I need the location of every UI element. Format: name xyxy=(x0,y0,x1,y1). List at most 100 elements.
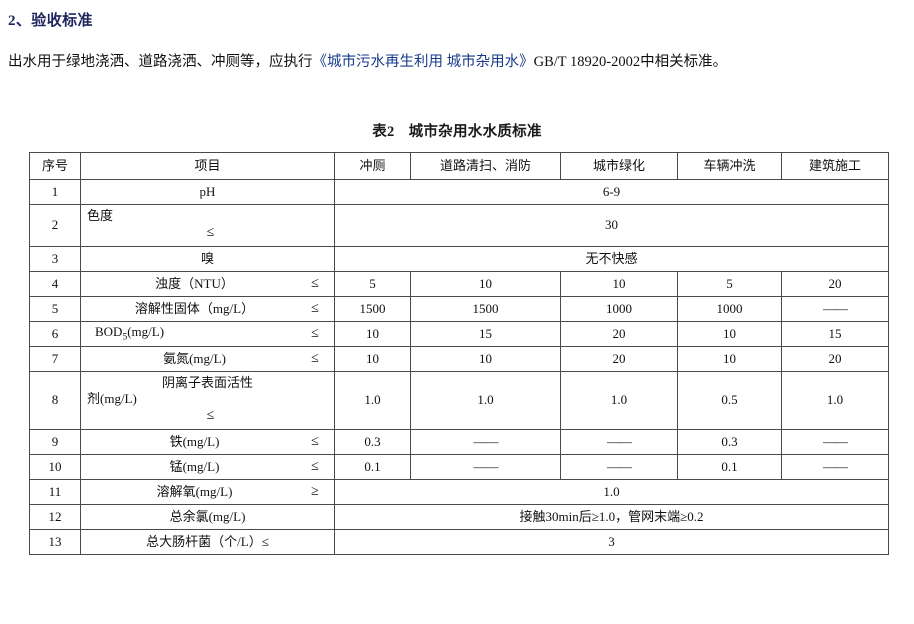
intro-text-after: GB/T 18920-2002中相关标准。 xyxy=(533,54,728,70)
cell-item: 铁(mg/L) ≤ xyxy=(80,428,335,455)
table-caption-number: 表2 xyxy=(372,124,395,140)
cell-value-merged: 3 xyxy=(334,528,889,555)
relational-operator: ≤ xyxy=(311,301,319,316)
cell-value: 0.5 xyxy=(677,370,782,430)
table-caption-text: 城市杂用水水质标准 xyxy=(408,124,542,140)
table-row: 2 色度 ≤30 xyxy=(29,204,889,247)
cell-item: 阴离子表面活性剂(mg/L) ≤ xyxy=(80,370,335,430)
cell-value: 5 xyxy=(677,270,782,297)
cell-value-merged: 30 xyxy=(334,204,889,247)
cell-index: 7 xyxy=(29,345,81,372)
table-header-row: 序号 项目 冲厕 道路清扫、消防 城市绿化 车辆冲洗 建筑施工 xyxy=(29,152,889,180)
cell-item: 浊度（NTU） ≤ xyxy=(80,270,335,297)
table-row: 13 总大肠杆菌（个/L）≤ 3 xyxy=(29,528,889,555)
cell-value: 10 xyxy=(560,270,678,297)
cell-value: 1500 xyxy=(334,295,411,322)
section-heading: 2、验收标准 xyxy=(8,13,93,29)
cell-value: 0.3 xyxy=(334,428,411,455)
table-caption: 表2 城市杂用水水质标准 xyxy=(0,120,914,141)
intro-text-before: 出水用于绿地浇洒、道路浇洒、冲厕等，应执行 xyxy=(8,54,313,70)
cell-value: 1.0 xyxy=(334,370,411,430)
cell-value-merged: 1.0 xyxy=(334,478,889,505)
cell-item: 溶解氧(mg/L) ≥ xyxy=(80,478,335,505)
header-cell-road-fire: 道路清扫、消防 xyxy=(410,152,561,180)
relational-operator: ≤ xyxy=(311,276,319,291)
cell-value: 1000 xyxy=(677,295,782,322)
cell-value: —— xyxy=(410,428,561,455)
cell-value: 0.1 xyxy=(677,453,782,480)
cell-value: 1.0 xyxy=(781,370,889,430)
item-label: 氨氮(mg/L) xyxy=(163,350,226,366)
table-row: 5 溶解性固体（mg/L） ≤1500 1500 1000 1000 —— xyxy=(29,295,889,322)
item-label: 铁(mg/L) xyxy=(169,433,220,449)
cell-value: 10 xyxy=(410,345,561,372)
item-label: 锰(mg/L) xyxy=(169,458,220,474)
cell-value: 10 xyxy=(410,270,561,297)
item-label-line: 色度 xyxy=(87,208,114,223)
cell-value: 0.1 xyxy=(334,453,411,480)
table-row: 11 溶解氧(mg/L) ≥1.0 xyxy=(29,478,889,505)
cell-value: 20 xyxy=(560,345,678,372)
item-label: pH xyxy=(199,183,216,199)
cell-index: 4 xyxy=(29,270,81,297)
cell-value: 10 xyxy=(677,345,782,372)
cell-value: 20 xyxy=(781,345,889,372)
table-body: 1 pH 6-9 2 色度 ≤30 3 嗅无不快感 4 浊度（NTU） ≤5 10 10 5 20 5 溶解性固… xyxy=(29,179,889,555)
standard-reference-title: 《城市污水再生利用 城市杂用水》 xyxy=(312,54,534,70)
cell-index: 9 xyxy=(29,428,81,455)
header-cell-car-wash: 车辆冲洗 xyxy=(677,152,782,180)
cell-index: 2 xyxy=(29,204,81,247)
table-row: 1 pH 6-9 xyxy=(29,179,889,205)
cell-value-merged: 接触30min后≥1.0，管网末端≥0.2 xyxy=(334,503,889,530)
header-cell-item: 项目 xyxy=(80,152,335,180)
cell-value: 10 xyxy=(334,320,411,347)
cell-value: 15 xyxy=(781,320,889,347)
cell-item: pH xyxy=(80,179,335,205)
cell-index: 6 xyxy=(29,320,81,347)
table-row: 9 铁(mg/L) ≤0.3 —— —— 0.3 —— xyxy=(29,428,889,455)
cell-value: —— xyxy=(410,453,561,480)
cell-value: 1.0 xyxy=(560,370,678,430)
cell-value: 10 xyxy=(334,345,411,372)
item-label: 嗅 xyxy=(200,250,214,266)
cell-item: 色度 ≤ xyxy=(80,204,335,247)
cell-index: 3 xyxy=(29,245,81,272)
relational-operator: ≤ xyxy=(206,408,215,424)
item-label-line: 剂(mg/L) xyxy=(87,391,137,406)
item-label: 浊度（NTU） xyxy=(155,275,234,291)
cell-item: 溶解性固体（mg/L） ≤ xyxy=(80,295,335,322)
intro-paragraph: 出水用于绿地浇洒、道路浇洒、冲厕等，应执行《城市污水再生利用 城市杂用水》GB/… xyxy=(8,50,727,71)
cell-value: —— xyxy=(781,295,889,322)
item-label-line: 阴离子表面活性 xyxy=(161,374,253,390)
relational-operator: ≤ xyxy=(311,351,319,366)
water-quality-table: 序号 项目 冲厕 道路清扫、消防 城市绿化 车辆冲洗 建筑施工 1 pH 6-9 2 色… xyxy=(29,152,889,555)
table-row: 12 总余氯(mg/L) 接触30min后≥1.0，管网末端≥0.2 xyxy=(29,503,889,530)
table-row: 3 嗅 无不快感 xyxy=(29,245,889,272)
cell-index: 10 xyxy=(29,453,81,480)
table-row: 4 浊度（NTU） ≤5 10 10 5 20 xyxy=(29,270,889,297)
cell-value: 15 xyxy=(410,320,561,347)
cell-item: 锰(mg/L) ≤ xyxy=(80,453,335,480)
cell-index: 11 xyxy=(29,478,81,505)
table-header: 序号 项目 冲厕 道路清扫、消防 城市绿化 车辆冲洗 建筑施工 xyxy=(29,152,889,180)
cell-index: 1 xyxy=(29,179,81,205)
header-cell-toilet: 冲厕 xyxy=(334,152,411,180)
cell-item: 总余氯(mg/L) xyxy=(80,503,335,530)
item-label: BOD5(mg/L) xyxy=(95,323,165,343)
cell-value: 20 xyxy=(560,320,678,347)
table-row: 8 阴离子表面活性 剂(mg/L) ≤1.0 1.0 1.0 0.5 1.0 xyxy=(29,370,889,430)
item-label: 总大肠杆菌（个/L）≤ xyxy=(146,533,269,549)
water-quality-table-wrapper: 序号 项目 冲厕 道路清扫、消防 城市绿化 车辆冲洗 建筑施工 1 pH 6-9 2 色… xyxy=(29,152,889,555)
cell-value: 20 xyxy=(781,270,889,297)
cell-index: 8 xyxy=(29,370,81,430)
cell-index: 13 xyxy=(29,528,81,555)
cell-item: 总大肠杆菌（个/L）≤ xyxy=(80,528,335,555)
cell-value: 10 xyxy=(677,320,782,347)
cell-value: 1.0 xyxy=(410,370,561,430)
cell-value: —— xyxy=(560,428,678,455)
table-row: 7 氨氮(mg/L) ≤10 10 20 10 20 xyxy=(29,345,889,372)
relational-operator: ≤ xyxy=(311,434,319,449)
cell-value: —— xyxy=(560,453,678,480)
cell-value: —— xyxy=(781,453,889,480)
